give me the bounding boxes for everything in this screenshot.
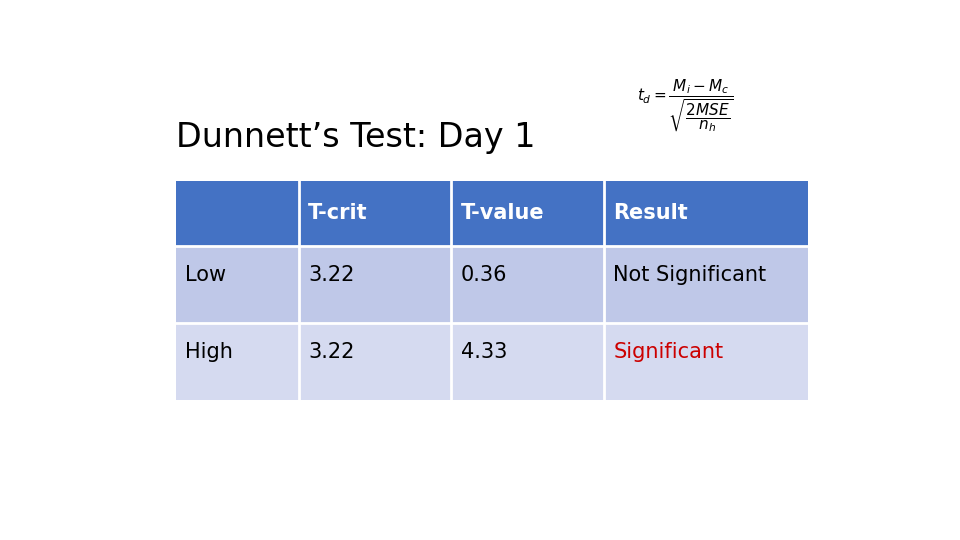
Text: High: High: [185, 342, 233, 362]
Text: $t_d = \dfrac{M_i - M_c}{\sqrt{\dfrac{2MSE}{n_h}}}$: $t_d = \dfrac{M_i - M_c}{\sqrt{\dfrac{2M…: [637, 77, 734, 134]
Bar: [451, 181, 604, 246]
Bar: [604, 322, 808, 400]
Bar: [604, 181, 808, 246]
Text: Low: Low: [185, 265, 227, 285]
Text: Not Significant: Not Significant: [613, 265, 766, 285]
Bar: [176, 322, 299, 400]
Bar: [176, 181, 299, 246]
Bar: [451, 322, 604, 400]
Text: Significant: Significant: [613, 342, 724, 362]
Text: T-value: T-value: [461, 204, 544, 224]
Text: T-crit: T-crit: [308, 204, 368, 224]
Text: Result: Result: [613, 204, 688, 224]
Text: 0.36: 0.36: [461, 265, 507, 285]
Bar: [176, 246, 299, 322]
Bar: [451, 246, 604, 322]
Bar: [299, 181, 451, 246]
Text: 3.22: 3.22: [308, 265, 354, 285]
Bar: [299, 246, 451, 322]
Bar: [604, 246, 808, 322]
Text: 4.33: 4.33: [461, 342, 507, 362]
Text: 3.22: 3.22: [308, 342, 354, 362]
Bar: [299, 322, 451, 400]
Text: Dunnett’s Test: Day 1: Dunnett’s Test: Day 1: [176, 121, 536, 154]
